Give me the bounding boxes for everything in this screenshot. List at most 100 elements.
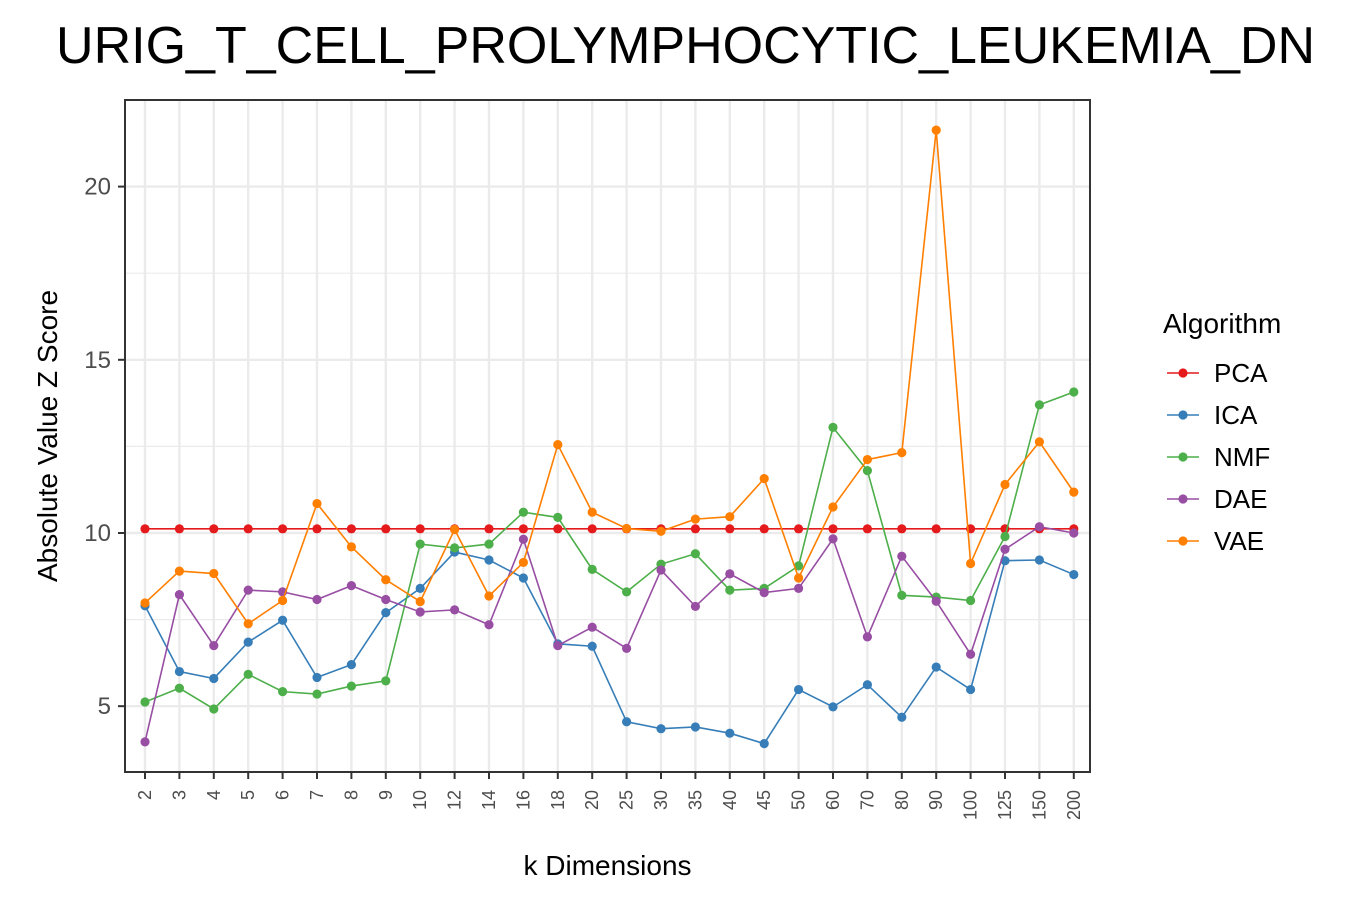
data-point-nmf <box>897 590 907 600</box>
data-point-pca <box>897 524 907 534</box>
data-point-dae <box>1069 528 1079 538</box>
x-tick-label: 18 <box>548 790 568 810</box>
data-point-ica <box>209 673 219 684</box>
series-line-ica <box>144 551 1075 745</box>
data-point-dae <box>966 649 976 659</box>
data-point-pca <box>174 524 184 534</box>
data-point-vae <box>759 474 769 484</box>
x-tick-label: 20 <box>582 790 602 810</box>
data-point-nmf <box>518 507 529 517</box>
data-point-ica <box>243 637 253 647</box>
data-point-pca <box>312 524 322 534</box>
x-tick-label: 9 <box>376 790 396 800</box>
series-vae <box>140 125 1079 629</box>
data-point-pca <box>346 524 356 534</box>
data-point-vae <box>346 542 356 552</box>
gridlines <box>125 100 1090 772</box>
data-point-dae <box>690 601 701 612</box>
data-point-dae <box>209 640 219 651</box>
x-tick-label: 100 <box>961 790 981 820</box>
y-axis: 5 10 15 20 <box>84 174 125 720</box>
legend-label-nmf: NMF <box>1214 442 1270 472</box>
x-tick-label: 10 <box>410 790 430 810</box>
data-point-dae <box>1034 522 1044 532</box>
x-tick-label: 16 <box>513 790 533 810</box>
data-point-nmf <box>209 704 219 714</box>
data-point-vae <box>690 514 701 524</box>
data-point-dae <box>553 640 563 651</box>
data-point-pca <box>862 524 873 534</box>
data-point-dae <box>828 534 838 544</box>
data-point-nmf <box>312 689 322 699</box>
data-point-ica <box>484 555 494 565</box>
data-point-vae <box>209 568 219 579</box>
data-point-ica <box>381 608 391 618</box>
data-point-ica <box>174 666 184 677</box>
data-point-dae <box>140 737 150 747</box>
x-tick-label: 200 <box>1064 790 1084 820</box>
data-point-nmf <box>725 585 735 595</box>
data-point-ica <box>966 684 976 695</box>
data-point-ica <box>278 615 288 625</box>
data-point-dae <box>862 632 873 642</box>
x-tick-label: 40 <box>720 790 740 810</box>
data-point-nmf <box>174 683 184 693</box>
data-point-nmf <box>1034 400 1044 410</box>
data-point-pca <box>209 524 219 534</box>
x-tick-label: 5 <box>238 790 258 800</box>
data-point-nmf <box>484 539 494 549</box>
data-point-dae <box>931 596 941 606</box>
data-point-ica <box>656 724 666 734</box>
data-point-vae <box>1034 437 1044 447</box>
data-point-vae <box>862 454 873 465</box>
data-point-nmf <box>1000 531 1010 542</box>
data-point-ica <box>690 722 701 732</box>
data-point-dae <box>518 534 529 544</box>
data-point-dae <box>622 643 632 653</box>
data-point-ica <box>862 680 873 690</box>
y-tick-label: 10 <box>84 520 111 547</box>
data-point-pca <box>725 524 735 534</box>
data-point-vae <box>725 512 735 522</box>
data-point-vae <box>1000 479 1010 490</box>
data-point-pca <box>931 524 941 534</box>
data-point-dae <box>174 590 184 600</box>
data-point-pca <box>794 524 804 534</box>
data-point-vae <box>587 507 597 517</box>
data-point-nmf <box>450 543 460 553</box>
x-tick-label: 50 <box>789 790 809 810</box>
x-tick-label: 3 <box>169 790 189 800</box>
data-point-ica <box>587 641 597 651</box>
legend-title: Algorithm <box>1163 308 1281 339</box>
x-tick-label: 125 <box>995 790 1015 820</box>
plot-panel <box>125 100 1090 772</box>
data-point-vae <box>278 595 288 606</box>
x-tick-label: 45 <box>754 790 774 810</box>
data-point-pca <box>690 524 701 534</box>
data-point-nmf <box>587 564 597 574</box>
data-point-vae <box>931 125 941 135</box>
x-tick-label: 6 <box>273 790 293 800</box>
data-point-dae <box>312 594 322 605</box>
x-tick-label: 30 <box>651 790 671 810</box>
data-point-vae <box>828 502 838 512</box>
data-point-pca <box>381 524 391 534</box>
plot-border <box>124 99 1091 773</box>
legend-label-ica: ICA <box>1214 400 1258 430</box>
series-line-nmf <box>144 391 1075 710</box>
data-point-pca <box>518 524 529 534</box>
data-point-nmf <box>381 676 391 686</box>
data-point-pca <box>587 524 597 534</box>
data-point-vae <box>553 440 563 450</box>
data-point-ica <box>759 738 769 749</box>
data-point-dae <box>450 605 460 615</box>
x-tick-label: 4 <box>204 790 224 800</box>
data-point-nmf <box>553 512 563 523</box>
data-point-pca <box>759 524 769 534</box>
data-point-vae <box>897 448 907 458</box>
data-point-dae <box>759 587 769 598</box>
data-point-dae <box>415 607 425 617</box>
legend-key-point <box>1178 452 1188 462</box>
data-point-vae <box>794 573 804 583</box>
